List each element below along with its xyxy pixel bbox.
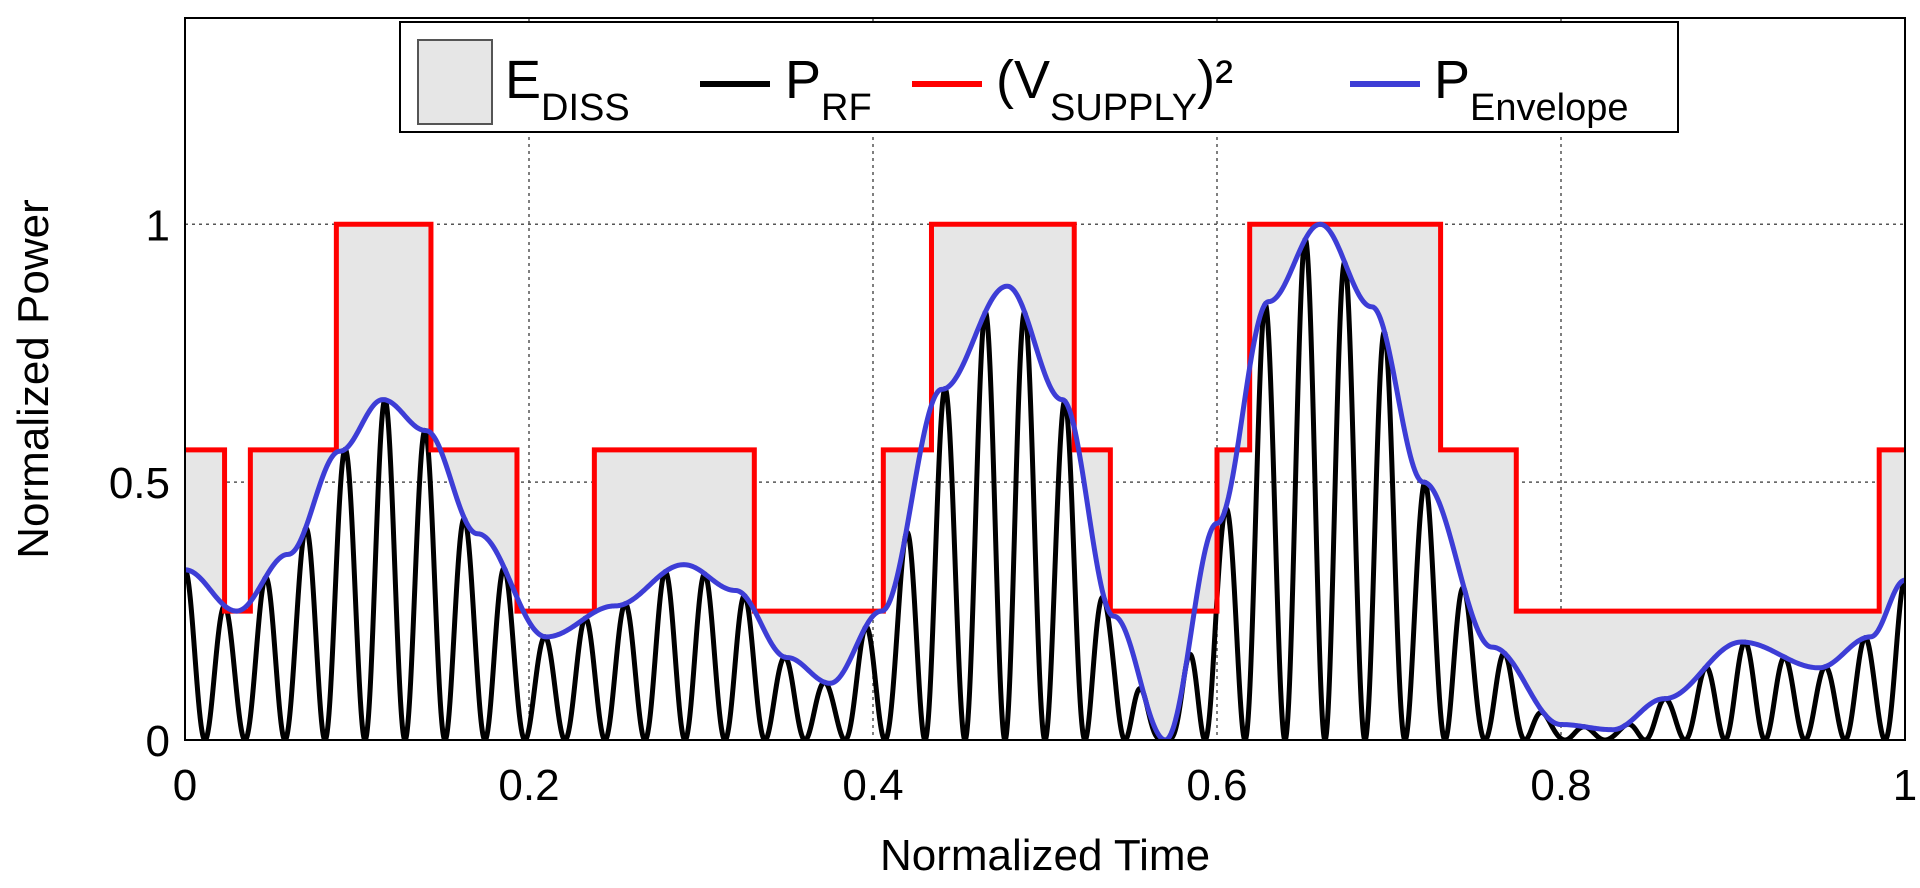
series-ediss-area <box>185 224 1905 740</box>
legend-box <box>399 21 1679 133</box>
series-group <box>185 221 1905 740</box>
x-tick-label: 0.4 <box>842 761 903 810</box>
series-penvelope-line <box>185 221 1905 740</box>
x-tick-label: 0.8 <box>1530 761 1591 810</box>
legend-label-penv: PEnvelope <box>1434 50 1629 129</box>
y-tick-label: 1 <box>146 201 170 250</box>
legend-label-vsupply: (VSUPPLY)² <box>996 50 1233 129</box>
x-tick-label: 0.6 <box>1186 761 1247 810</box>
series-prf-line <box>185 236 1905 740</box>
series-vsupply-line <box>185 221 1905 614</box>
x-tick-label: 0 <box>173 761 197 810</box>
y-tick-label: 0 <box>146 717 170 766</box>
y-tick-label: 0.5 <box>109 459 170 508</box>
x-tick-label: 1 <box>1893 761 1917 810</box>
legend: EDISS PRF (VSUPPLY)² PEnvelope <box>399 21 1679 133</box>
plot-frame <box>184 17 1906 741</box>
legend-label-ediss: EDISS <box>505 50 630 129</box>
legend-swatch-ediss <box>417 39 493 125</box>
x-tick-labels: 0 0.2 0.4 0.6 0.8 1 <box>173 761 1917 810</box>
x-tick-label: 0.2 <box>498 761 559 810</box>
x-axis-label: Normalized Time <box>880 831 1210 880</box>
grid <box>185 18 1905 740</box>
y-tick-labels: 00.51 <box>109 201 170 766</box>
legend-label-prf: PRF <box>785 50 872 129</box>
y-axis-label: Normalized Power <box>9 199 58 558</box>
